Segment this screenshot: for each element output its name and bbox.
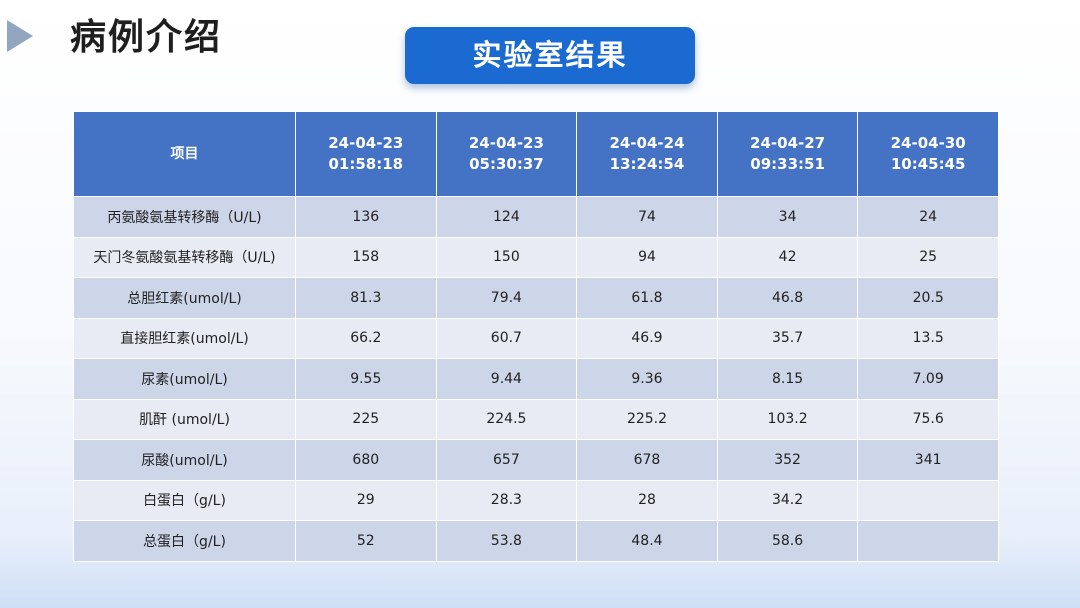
table-cell: 34: [716, 196, 859, 238]
table-cell: 53.8: [435, 520, 578, 562]
table-cell: 24: [857, 196, 999, 238]
table-cell: 20.5: [857, 277, 999, 319]
table-cell: 8.15: [716, 358, 859, 400]
table-header-row: 项目 24-04-23 01:58:18 24-04-23 05:30:37 2…: [73, 111, 999, 197]
table-cell: 150: [435, 236, 578, 278]
table-cell: 25: [857, 236, 999, 278]
table-cell: 29: [295, 479, 437, 521]
table-cell: 28.3: [435, 479, 578, 521]
column-date: 24-04-27: [750, 134, 826, 152]
table-cell: 352: [716, 439, 859, 481]
table-row: 肌酐 (umol/L) 225 224.5 225.2 103.2 75.6: [73, 398, 999, 440]
table-cell: 75.6: [857, 398, 999, 440]
table-cell: 35.7: [716, 317, 859, 359]
table-cell: 46.8: [716, 277, 859, 319]
table-cell: [857, 520, 999, 562]
column-time: 01:58:18: [328, 155, 404, 173]
table-cell: 9.55: [295, 358, 437, 400]
column-date: 24-04-23: [468, 134, 544, 152]
column-date: 24-04-30: [890, 134, 966, 152]
table-row: 白蛋白（g/L) 29 28.3 28 34.2: [73, 479, 999, 521]
column-time: 10:45:45: [890, 155, 966, 173]
play-arrow-icon: [7, 20, 33, 52]
table-row: 总蛋白（g/L) 52 53.8 48.4 58.6: [73, 520, 999, 562]
lab-results-table: 项目 24-04-23 01:58:18 24-04-23 05:30:37 2…: [73, 111, 999, 562]
column-time: 13:24:54: [609, 155, 685, 173]
table-cell: 52: [295, 520, 437, 562]
table-cell: 66.2: [295, 317, 437, 359]
date-column-header: 24-04-24 13:24:54: [576, 111, 718, 197]
table-cell: 46.9: [576, 317, 718, 359]
table-cell: [857, 479, 999, 521]
table-row: 尿素(umol/L) 9.55 9.44 9.36 8.15 7.09: [73, 358, 999, 400]
row-label: 白蛋白（g/L): [73, 479, 296, 521]
row-label: 尿素(umol/L): [73, 358, 296, 400]
table-cell: 42: [716, 236, 859, 278]
table-cell: 81.3: [295, 277, 437, 319]
table-cell: 158: [295, 236, 437, 278]
row-label: 总胆红素(umol/L): [73, 277, 296, 319]
table-row: 尿酸(umol/L) 680 657 678 352 341: [73, 439, 999, 481]
table-cell: 7.09: [857, 358, 999, 400]
table-row: 总胆红素(umol/L) 81.3 79.4 61.8 46.8 20.5: [73, 277, 999, 319]
table-row: 丙氨酸氨基转移酶（U/L) 136 124 74 34 24: [73, 196, 999, 238]
table-cell: 678: [576, 439, 718, 481]
table-cell: 58.6: [716, 520, 859, 562]
table-cell: 341: [857, 439, 999, 481]
table-cell: 103.2: [716, 398, 859, 440]
table-cell: 34.2: [716, 479, 859, 521]
table-cell: 13.5: [857, 317, 999, 359]
table-cell: 224.5: [435, 398, 578, 440]
lab-results-table-container: 项目 24-04-23 01:58:18 24-04-23 05:30:37 2…: [73, 111, 999, 562]
table-row: 直接胆红素(umol/L) 66.2 60.7 46.9 35.7 13.5: [73, 317, 999, 359]
row-label: 天门冬氨酸氨基转移酶（U/L): [73, 236, 296, 278]
row-label: 总蛋白（g/L): [73, 520, 296, 562]
table-cell: 136: [295, 196, 437, 238]
column-date: 24-04-24: [609, 134, 685, 152]
column-date: 24-04-23: [328, 134, 404, 152]
column-time: 05:30:37: [469, 155, 544, 173]
table-cell: 680: [295, 439, 437, 481]
table-cell: 48.4: [576, 520, 718, 562]
row-label: 直接胆红素(umol/L): [73, 317, 296, 359]
table-cell: 94: [576, 236, 718, 278]
table-cell: 74: [576, 196, 718, 238]
row-label: 尿酸(umol/L): [73, 439, 296, 481]
date-column-header: 24-04-30 10:45:45: [857, 111, 999, 197]
table-cell: 79.4: [435, 277, 578, 319]
date-column-header: 24-04-27 09:33:51: [716, 111, 859, 197]
table-cell: 9.44: [435, 358, 578, 400]
page-title: 病例介绍: [70, 17, 223, 58]
table-cell: 61.8: [576, 277, 718, 319]
item-column-header: 项目: [73, 111, 296, 197]
table-cell: 28: [576, 479, 718, 521]
date-column-header: 24-04-23 01:58:18: [295, 111, 437, 197]
table-cell: 9.36: [576, 358, 718, 400]
table-cell: 657: [435, 439, 578, 481]
table-cell: 124: [435, 196, 578, 238]
row-label: 丙氨酸氨基转移酶（U/L): [73, 196, 296, 238]
table-cell: 225.2: [576, 398, 718, 440]
column-time: 09:33:51: [750, 155, 825, 173]
date-column-header: 24-04-23 05:30:37: [435, 111, 578, 197]
table-row: 天门冬氨酸氨基转移酶（U/L) 158 150 94 42 25: [73, 236, 999, 278]
table-cell: 225: [295, 398, 437, 440]
row-label: 肌酐 (umol/L): [73, 398, 296, 440]
lab-results-button[interactable]: 实验室结果: [405, 27, 695, 84]
table-cell: 60.7: [435, 317, 578, 359]
